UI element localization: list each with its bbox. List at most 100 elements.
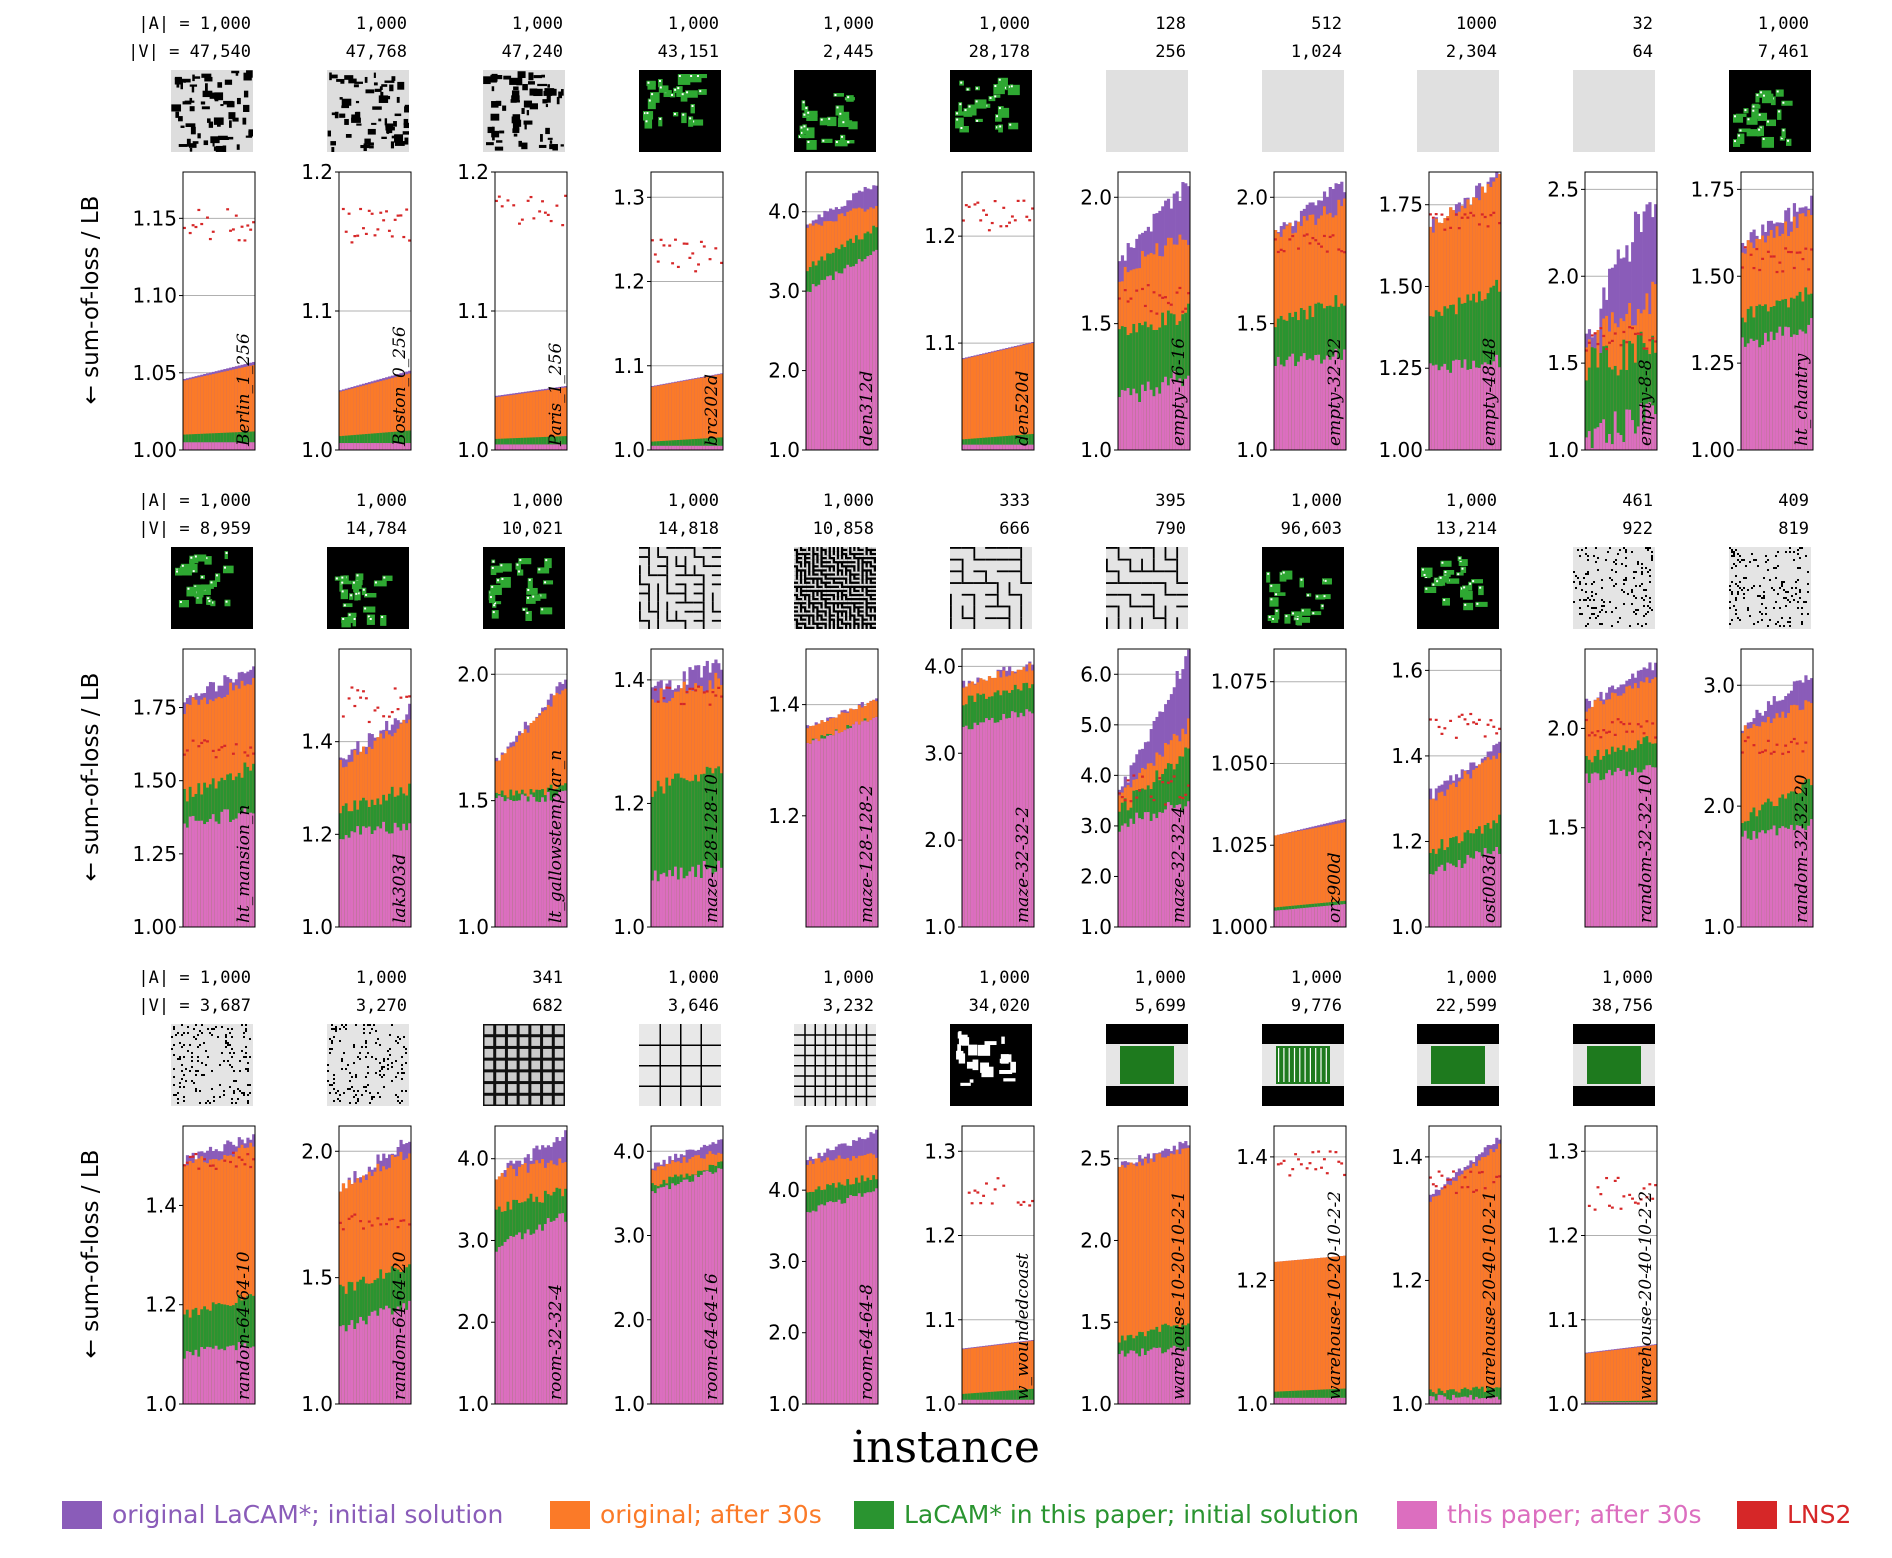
map-cell: [814, 567, 819, 570]
bar-pink: [183, 1358, 187, 1404]
map-cell: [822, 600, 825, 605]
map-cell: [1731, 567, 1733, 569]
bar-pink: [1454, 359, 1459, 450]
map-cell: [247, 1070, 249, 1072]
map-cell: [810, 567, 813, 572]
map-cell: [859, 555, 864, 557]
bar-orange: [526, 392, 530, 450]
map-cell: [685, 90, 698, 98]
map-cell: [1739, 581, 1741, 583]
bar-pink: [1013, 712, 1018, 927]
lns2-point: [1181, 310, 1185, 313]
bar-pink: [1155, 387, 1159, 450]
map-cell: [1781, 581, 1783, 583]
lns2-point: [1175, 291, 1179, 294]
bar-pink: [359, 443, 363, 450]
map-cell: [973, 593, 976, 606]
map-cell: [543, 580, 554, 585]
map-cell: [794, 559, 796, 564]
lns2-point: [252, 221, 255, 224]
map-cell: [855, 624, 858, 629]
bar-pink: [229, 442, 233, 450]
map-cell: [814, 571, 819, 574]
map-cell: [365, 1090, 367, 1092]
bar-green: [699, 774, 704, 927]
map-cell: [814, 592, 817, 597]
map-cell: [675, 619, 685, 622]
bar-pink: [982, 444, 986, 450]
map-cell: [231, 1066, 233, 1068]
map-cell: [711, 601, 714, 611]
ytick-label: 1.00: [1378, 438, 1423, 462]
lns2-point: [662, 697, 666, 700]
map-cell: [675, 583, 685, 586]
map-cell: [201, 73, 212, 78]
bar-pink: [1279, 910, 1283, 927]
lns2-point: [1322, 234, 1326, 238]
map-cell: [1585, 553, 1587, 555]
map-cell: [394, 113, 402, 117]
map-cell: [836, 106, 839, 109]
map-cell: [855, 559, 858, 564]
lns2-point: [1642, 347, 1646, 350]
bar-pink: [1789, 824, 1794, 927]
map-cell: [1777, 109, 1782, 120]
bar-pink: [811, 284, 815, 450]
map-cell: [810, 583, 815, 586]
map-cell: [229, 1032, 231, 1034]
lns2-point: [393, 218, 397, 221]
map-cell: [246, 70, 253, 78]
map-cell: [806, 588, 811, 590]
bar-pink: [720, 867, 724, 927]
bar-green: [985, 437, 989, 450]
map-cell: [1297, 617, 1311, 623]
bar-green: [500, 438, 504, 450]
map-cell: [806, 547, 809, 552]
map-cell: [235, 72, 239, 76]
map-cell: [818, 547, 821, 552]
map-cell: [331, 1024, 333, 1026]
lns2-point: [1158, 294, 1162, 297]
ytick-label: 1.2: [768, 804, 800, 828]
map-cell: [1106, 547, 1118, 549]
map-cell: [1735, 599, 1737, 601]
map-cell: [355, 592, 358, 595]
map-cell: [802, 555, 804, 560]
map-cell: [1771, 587, 1773, 589]
lns2-point: [1489, 719, 1493, 722]
bar-green: [688, 781, 692, 927]
panel-ht_mansion_n: |A| = 1,000 |V| = 8,959 1.00 1.25 1.50 1.75 ht…: [100, 477, 256, 942]
bar-pink: [849, 727, 853, 927]
bar-pink: [1457, 859, 1461, 927]
map-cell: [389, 84, 394, 92]
map-cell: [1757, 112, 1768, 121]
bar-pink: [240, 442, 244, 450]
lns2-marks: [1274, 233, 1346, 254]
map-cell: [1743, 593, 1745, 595]
bar-pink: [875, 716, 879, 927]
bar-pink: [1472, 858, 1476, 927]
map-cell: [806, 563, 809, 568]
lns2-point: [979, 219, 983, 222]
map-cell: [221, 1052, 223, 1054]
map-cell: [364, 76, 368, 83]
bar-pink: [549, 800, 553, 927]
map-cell: [348, 78, 357, 84]
map-cell: [648, 556, 650, 566]
bar-pink: [217, 823, 221, 927]
bar-orange: [197, 377, 201, 450]
lns2-point: [183, 226, 186, 230]
bar-orange: [220, 1159, 224, 1404]
bar-green: [1633, 362, 1638, 450]
axes-frame: [961, 648, 1035, 928]
bar-pink: [1135, 812, 1139, 927]
map-cell: [648, 619, 650, 629]
map-cell: [208, 600, 211, 603]
map-cell: [224, 599, 231, 607]
map-cell: [976, 119, 979, 122]
bar-green: [970, 438, 974, 450]
lns2-point: [188, 231, 192, 235]
bar-green: [990, 437, 994, 450]
map-cell: [374, 88, 382, 92]
map-thumbnail: [1417, 547, 1499, 629]
